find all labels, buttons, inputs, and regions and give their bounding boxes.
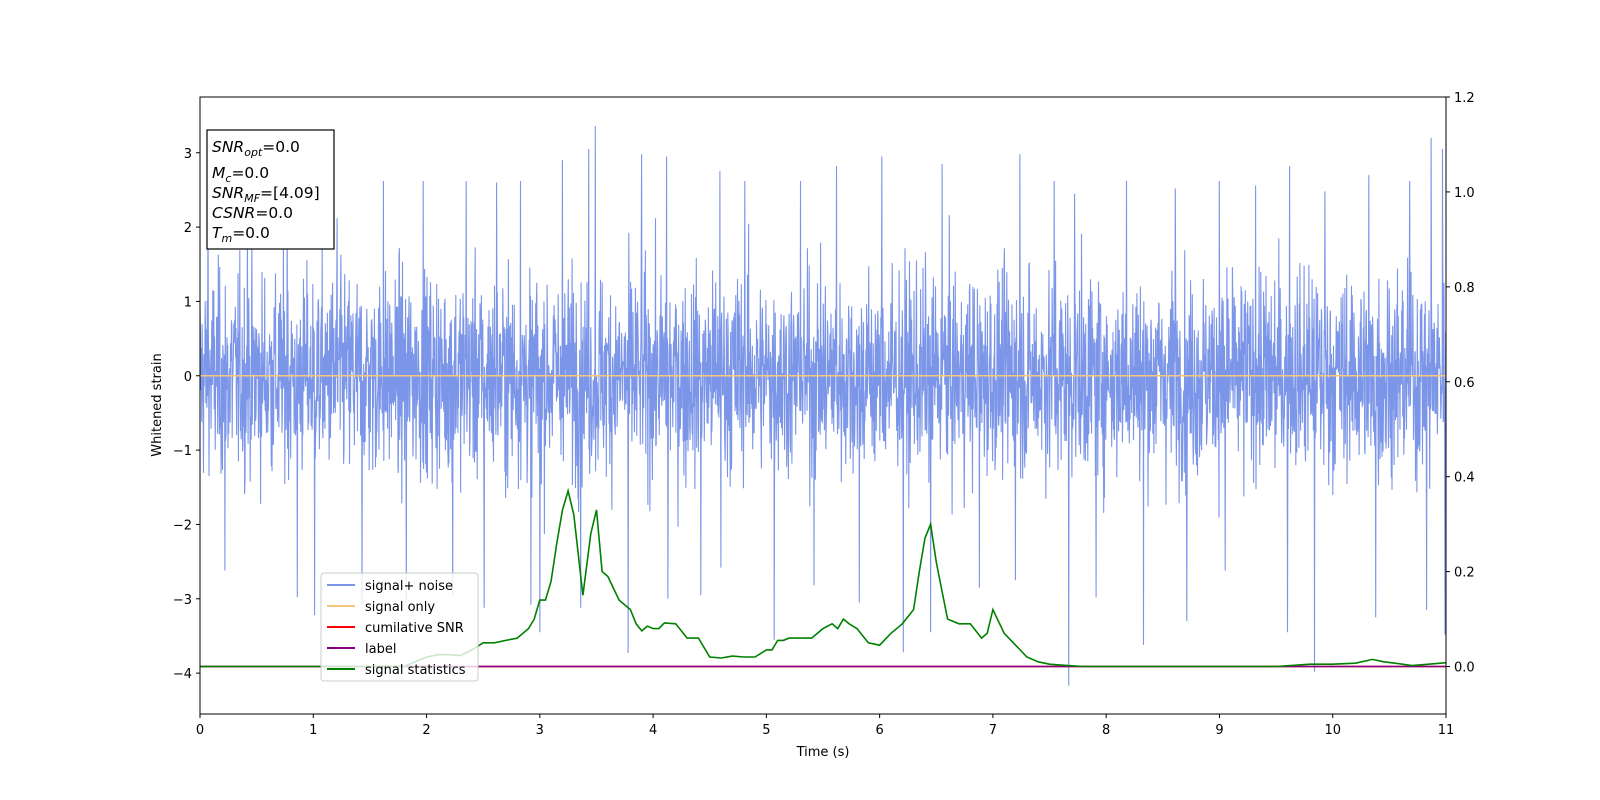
y2-tick-label: 1.2 [1454,91,1475,106]
annotation-mc: Mc=0.0 [212,164,269,185]
y-tick-label: 3 [184,147,192,162]
y-tick-label: 1 [184,295,192,310]
series-signal-noise [200,125,1446,686]
x-tick-label: 9 [1215,723,1223,738]
y-tick-label: 2 [184,221,192,236]
annotation-box: SNRopt=0.0 Mc=0.0 SNRMF=[4.09] CSNR=0.0 … [206,129,335,250]
x-tick-label: 11 [1438,723,1455,738]
annotation-frame [206,129,335,250]
y-axis-label: Whitened strain [150,353,165,456]
x-tick-label: 10 [1324,723,1341,738]
y-tick-label: −4 [173,667,192,682]
y-tick-label: 0 [184,370,192,385]
y-axis-right: 0.0 0.2 0.4 0.6 0.8 1.0 1.2 [1446,91,1475,676]
x-tick-label: 8 [1102,723,1110,738]
series-signal-statistics [200,487,1446,668]
annotation-tm: Tm=0.0 [212,224,270,245]
y-axis-left: −4 −3 −2 −1 0 1 2 3 [173,147,200,682]
y2-tick-label: 0.8 [1454,281,1475,296]
x-tick-label: 6 [875,723,883,738]
x-tick-label: 2 [422,723,430,738]
y-tick-label: −2 [173,518,192,533]
legend-label-signal-statistics: signal statistics [365,663,466,678]
x-axis: 0 1 2 3 4 5 6 7 8 9 10 11 [196,714,1454,738]
x-axis-label: Time (s) [796,745,850,760]
annotation-snr-opt: SNRopt=0.0 [212,138,300,159]
legend-label-signal-only: signal only [365,600,435,615]
legend-label-label: label [365,642,396,657]
plot-frame [199,96,1447,715]
y-tick-label: −3 [173,593,192,608]
x-tick-label: 5 [762,723,770,738]
y2-tick-label: 0.4 [1454,471,1475,486]
y2-tick-label: 0.0 [1454,661,1475,676]
legend-frame [320,572,479,682]
annotation-csnr: CSNR=0.0 [212,204,293,222]
legend: signal+ noise signal only cumilative SNR… [320,572,479,682]
y2-tick-label: 0.2 [1454,566,1475,581]
x-tick-label: 3 [536,723,544,738]
x-tick-label: 4 [649,723,657,738]
y-tick-label: −1 [173,444,192,459]
legend-label-cumilative-snr: cumilative SNR [365,621,464,636]
annotation-snr-mf: SNRMF=[4.09] [212,184,320,205]
x-tick-label: 7 [989,723,997,738]
x-tick-label: 1 [309,723,317,738]
x-tick-label: 0 [196,723,204,738]
legend-label-signal-noise: signal+ noise [365,579,453,594]
y2-tick-label: 0.6 [1454,376,1475,391]
y2-tick-label: 1.0 [1454,186,1475,201]
